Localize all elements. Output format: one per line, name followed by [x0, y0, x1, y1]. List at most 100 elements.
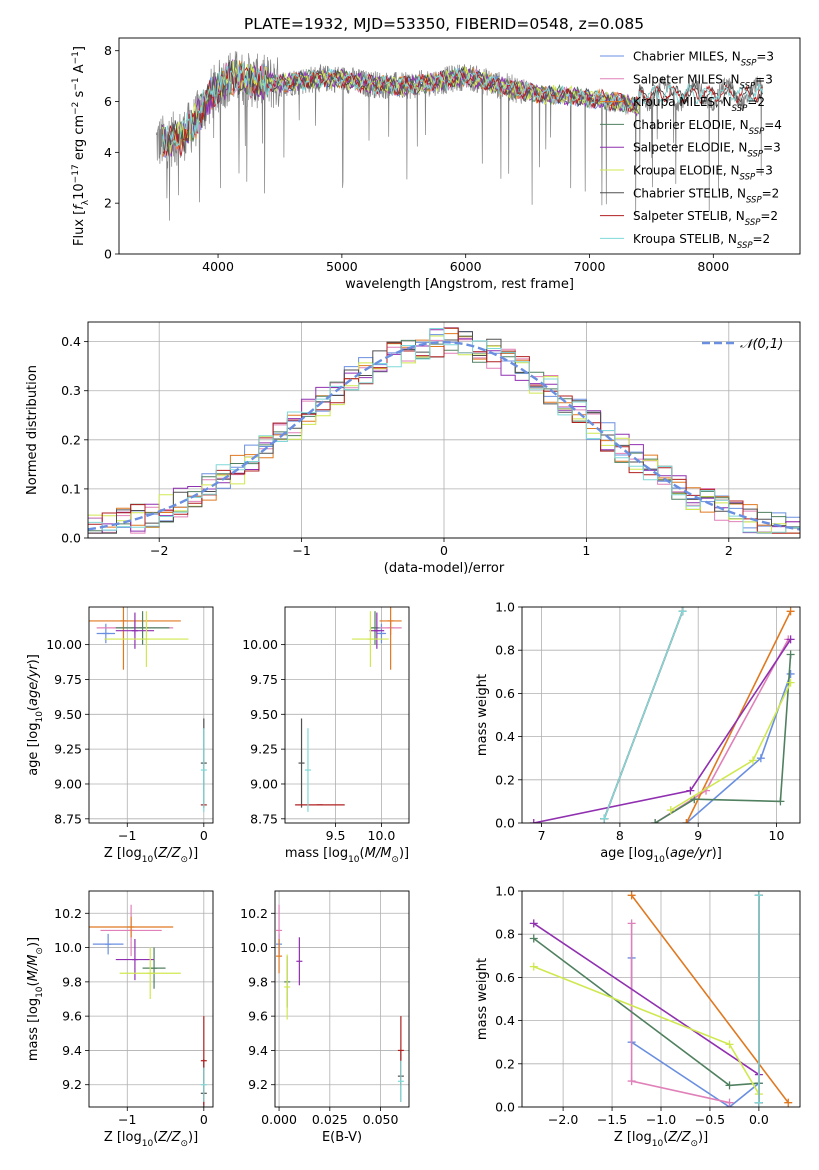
y-tick-label: 0.8	[495, 927, 515, 942]
grid	[89, 891, 213, 1107]
plus-marker	[756, 754, 765, 763]
y-tick-label: 9.75	[250, 672, 278, 687]
errorbar-point	[304, 728, 311, 812]
errorbar-point	[352, 611, 389, 667]
plus-marker	[666, 806, 675, 815]
errorbar-point	[104, 611, 189, 667]
y-tick-label: 1.0	[495, 600, 515, 615]
x-tick-label: 7000	[574, 259, 606, 274]
y-tick-label: 0.3	[61, 383, 81, 398]
grid	[89, 607, 213, 823]
x-tick-label: 10	[769, 828, 785, 843]
series-line	[754, 891, 763, 1107]
x-tick-label: 4000	[202, 259, 234, 274]
grid	[285, 607, 409, 823]
x-tick-label: 9.5	[326, 828, 346, 843]
x-tick-label: −1	[118, 828, 136, 843]
plot-area	[88, 327, 800, 534]
series-line	[651, 650, 795, 823]
plus-marker	[529, 819, 538, 823]
axes-frame	[521, 606, 801, 824]
legend-label: Chabrier MILES, NSSP=3	[633, 50, 774, 69]
plot-area	[529, 891, 793, 1107]
model-spectrum-line	[161, 60, 640, 154]
y-tick-label: 0.0	[61, 531, 81, 546]
x-tick-label: −1	[292, 543, 310, 558]
plus-marker	[600, 814, 609, 823]
y-tick-label: 8.75	[250, 811, 278, 826]
axes: 4000 5000 6000 7000 8000 0 2 4 6 8 wavelength [Ang…	[71, 37, 801, 292]
errorbar-point	[298, 718, 305, 808]
x-tick-label: 0.050	[363, 1112, 399, 1127]
massweight_vs_age-panel: 7 8 9 10 0.0 0.2 0.4 0.6 0.8 1.0 age [log10(age/yr…	[475, 600, 801, 865]
y-tick-label: 0.2	[61, 432, 81, 447]
legend-label: Kroupa MILES, NSSP=2	[633, 95, 765, 114]
massweight_vs_Z-panel: −2.0 −1.5 −1.0 −0.5 0.0 0.0 0.2 0.4 0.6 0.8 1.0 Z […	[475, 884, 801, 1149]
x-axis-label: Z [log10(Z/Z⊙)]	[104, 1130, 198, 1149]
x-axis-label: age [log10(age/yr)]	[600, 846, 722, 865]
legend-label: Chabrier ELODIE, NSSP=4	[633, 118, 782, 137]
x-axis-label: Z [log10(Z/Z⊙)]	[614, 1130, 708, 1149]
plot-area	[89, 904, 207, 1107]
plus-marker	[749, 756, 758, 765]
plus-marker	[784, 1098, 793, 1107]
legend-label: Salpeter ELODIE, NSSP=3	[633, 141, 781, 160]
x-axis-label: E(B-V)	[322, 1130, 362, 1145]
series-path	[630, 923, 730, 1104]
legend-label: Kroupa STELIB, NSSP=2	[633, 232, 770, 251]
axes-frame	[87, 321, 801, 539]
x-tick-label: 0.025	[312, 1112, 348, 1127]
legend-label: Chabrier STELIB, NSSP=2	[633, 186, 779, 205]
y-tick-label: 10.00	[46, 637, 82, 652]
x-tick-label: 0	[200, 828, 208, 843]
axes: −2 −1 0 1 2 0.0 0.1 0.2 0.3 0.4 𝒩(0,1) (data-model)…	[25, 321, 801, 576]
series-line	[600, 607, 687, 823]
y-axis-label: mass [log10(M/M⊙)]	[26, 937, 45, 1061]
x-tick-label: 0	[440, 543, 448, 558]
x-tick-label: 7	[538, 828, 546, 843]
x-tick-label: −2.0	[548, 1112, 578, 1127]
errorbar-point	[96, 623, 116, 644]
errorbar-point	[119, 947, 181, 999]
series-path	[533, 922, 760, 1076]
plus-marker	[725, 1081, 734, 1090]
age_vs_mass-panel: 9.5 10.0 8.75 9.00 9.25 9.50 9.75 10.00 mass [lo…	[242, 606, 410, 865]
plus-marker	[686, 786, 695, 795]
errorbar-point	[397, 1060, 404, 1102]
x-axis-label: Z [log10(Z/Z⊙)]	[104, 846, 198, 865]
normal-curve	[88, 340, 800, 531]
x-tick-label: 2	[725, 543, 733, 558]
errorbar-point	[92, 933, 124, 955]
errorbar-point	[296, 937, 303, 986]
plot-area	[529, 607, 795, 823]
axes-frame	[274, 890, 410, 1108]
x-tick-label: 8000	[697, 259, 729, 274]
errorbar-point	[276, 939, 283, 974]
y-tick-label: 8	[104, 43, 112, 58]
plus-marker	[786, 635, 795, 644]
mass_vs_Z-panel: −1 0 9.2 9.4 9.6 9.8 10.0 10.2 Z [log10(Z/Z⊙)] ma…	[26, 890, 214, 1149]
legend-label: Salpeter MILES, NSSP=3	[633, 72, 773, 91]
series-line	[627, 891, 793, 1107]
x-tick-label: −0.5	[695, 1112, 725, 1127]
y-axis-label: mass weight	[475, 674, 490, 756]
y-tick-label: 10.0	[54, 940, 82, 955]
plus-marker	[754, 891, 763, 900]
y-tick-label: 9.75	[54, 672, 82, 687]
y-tick-label: 10.2	[240, 906, 268, 921]
x-tick-label: 6000	[450, 259, 482, 274]
errorbar-point	[200, 1067, 207, 1102]
y-tick-label: 0.6	[495, 686, 515, 701]
y-tick-label: 0.1	[61, 481, 81, 496]
plus-marker	[651, 819, 660, 823]
x-tick-label: 8	[616, 828, 624, 843]
y-tick-label: 0.2	[495, 772, 515, 787]
y-tick-label: 9.50	[54, 707, 82, 722]
plus-marker	[627, 919, 636, 928]
y-tick-label: 9.2	[248, 1077, 268, 1092]
x-tick-label: 0.000	[261, 1112, 297, 1127]
y-tick-label: 0	[104, 247, 112, 262]
model-spectrum-line	[161, 62, 764, 155]
plus-marker	[786, 607, 795, 616]
